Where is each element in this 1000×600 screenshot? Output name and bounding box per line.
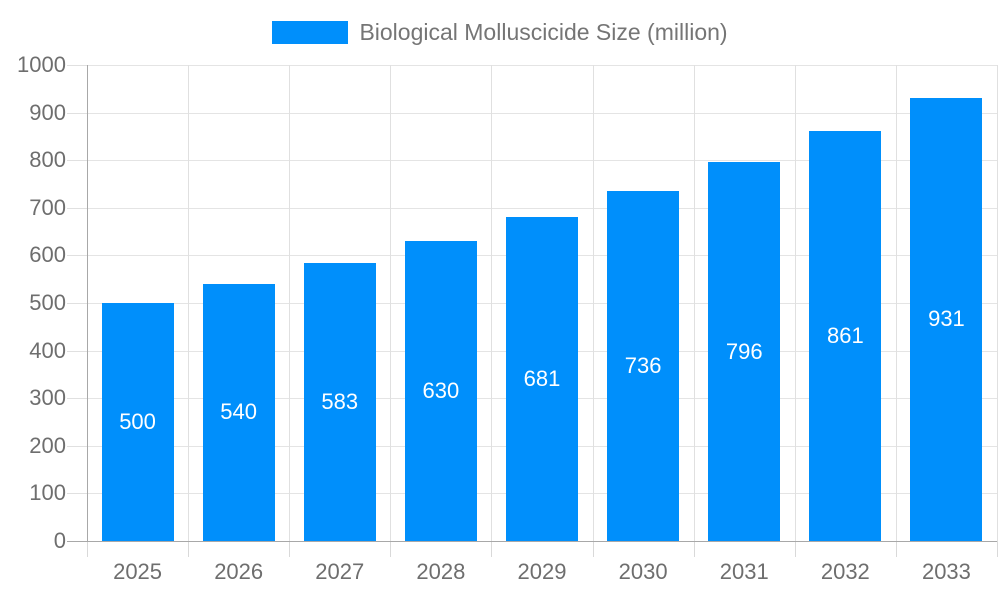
x-axis-tick-label: 2028 <box>416 559 466 584</box>
y-axis-tick <box>67 303 87 304</box>
x-axis-tick <box>289 541 291 557</box>
x-axis-line <box>67 541 997 542</box>
y-axis-tick-label: 300 <box>29 385 66 411</box>
h-gridline <box>87 65 997 66</box>
y-axis-tick <box>67 255 87 257</box>
y-axis-tick <box>67 493 87 495</box>
bar-value-label: 500 <box>119 409 156 434</box>
x-axis-tick <box>390 541 392 557</box>
y-axis-line <box>87 65 88 541</box>
y-axis-tick <box>67 160 87 162</box>
x-axis-tick <box>592 541 594 557</box>
x-axis-tick <box>997 541 998 557</box>
legend-item[interactable]: Biological Molluscicide Size (million) <box>272 19 728 46</box>
legend-label: Biological Molluscicide Size (million) <box>359 19 728 45</box>
bar[interactable] <box>607 190 680 541</box>
bar-value-label: 796 <box>725 338 763 364</box>
bar-value-label: 736 <box>624 352 662 378</box>
y-axis-tick <box>67 65 87 66</box>
bar[interactable] <box>404 241 477 541</box>
h-gridline <box>87 112 997 114</box>
x-axis-tick-label: 2025 <box>113 559 163 584</box>
bar[interactable] <box>303 263 376 541</box>
bar[interactable] <box>809 131 882 541</box>
x-axis-tick-label: 2027 <box>315 559 365 584</box>
y-axis-tick-label: 0 <box>53 528 66 553</box>
y-axis-tick-label: 600 <box>29 242 66 268</box>
y-axis-tick <box>67 112 87 114</box>
v-gridline <box>794 65 796 541</box>
x-axis-tick-label: 2033 <box>921 559 971 584</box>
y-axis-tick-label: 100 <box>29 480 66 506</box>
x-axis-tick-label: 2026 <box>214 559 264 584</box>
x-axis-tick <box>188 541 190 557</box>
h-gridline <box>87 207 997 209</box>
x-axis-tick-label: 2032 <box>820 559 870 584</box>
x-axis-tick-label: 2029 <box>517 559 567 584</box>
y-axis-tick <box>67 445 87 447</box>
x-axis-tick <box>794 541 796 557</box>
y-axis-tick <box>67 207 87 209</box>
y-axis-tick-label: 700 <box>29 194 66 220</box>
v-gridline <box>592 65 594 541</box>
v-gridline <box>390 65 392 541</box>
bar-value-label: 931 <box>928 306 965 332</box>
h-gridline <box>87 160 997 162</box>
y-axis-tick-label: 900 <box>29 99 66 125</box>
x-axis-tick <box>895 541 897 557</box>
x-axis-tick-label: 2031 <box>719 559 769 584</box>
x-axis-tick <box>693 541 695 557</box>
legend-swatch <box>272 21 349 44</box>
v-gridline <box>693 65 695 541</box>
legend: Biological Molluscicide Size (million) <box>0 19 1000 46</box>
bar-value-label: 681 <box>523 365 561 391</box>
y-axis-tick-label: 500 <box>29 290 66 315</box>
v-gridline <box>895 65 897 541</box>
y-axis-tick-label: 1000 <box>17 52 66 77</box>
v-gridline <box>289 65 291 541</box>
bar-value-label: 583 <box>321 389 359 415</box>
x-axis-tick-label: 2030 <box>618 559 668 584</box>
v-gridline <box>491 65 493 541</box>
bar[interactable] <box>202 283 275 541</box>
x-axis-tick <box>87 541 88 557</box>
bar[interactable] <box>101 303 174 541</box>
bar[interactable] <box>708 162 781 541</box>
bar-value-label: 630 <box>422 378 460 404</box>
v-gridline <box>188 65 190 541</box>
y-axis-tick <box>67 398 87 400</box>
y-axis-tick-label: 200 <box>29 432 66 458</box>
bar-value-label: 540 <box>220 399 258 425</box>
x-axis-tick <box>491 541 493 557</box>
y-axis-tick-label: 400 <box>29 337 66 363</box>
bar[interactable] <box>910 97 983 541</box>
y-axis-tick-label: 800 <box>29 147 66 173</box>
v-gridline <box>997 65 998 541</box>
bar[interactable] <box>506 216 578 541</box>
y-axis-tick <box>67 350 87 352</box>
bar-value-label: 861 <box>826 323 864 349</box>
